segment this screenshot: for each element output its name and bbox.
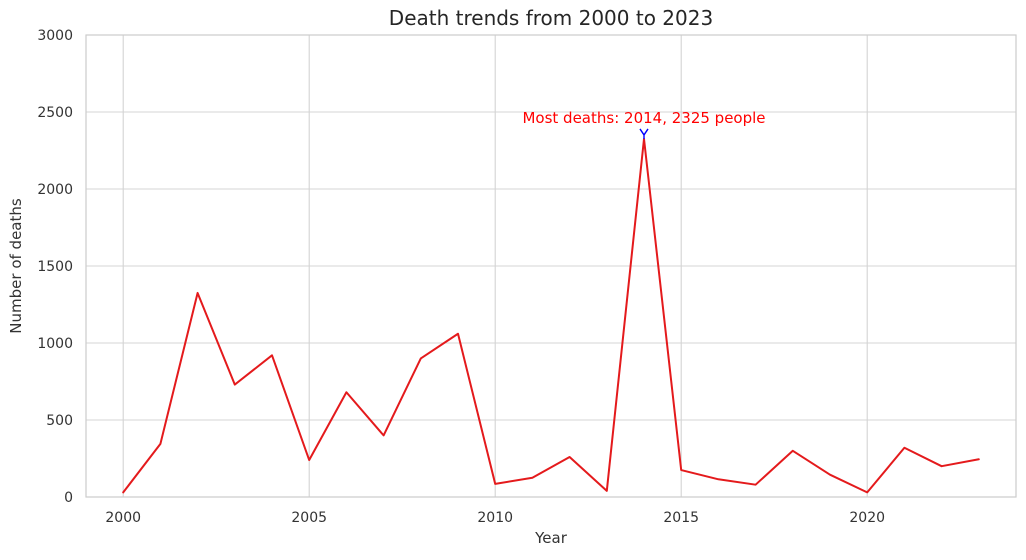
- data-point-2003: [233, 382, 237, 386]
- x-tick-label-2005: 2005: [291, 510, 327, 526]
- data-point-2011: [530, 476, 534, 480]
- data-point-2017: [753, 482, 757, 486]
- data-point-2013: [605, 489, 609, 493]
- peak-annotation-label: Most deaths: 2014, 2325 people: [522, 109, 765, 127]
- plot-frame: [85, 34, 1017, 498]
- data-point-2002: [195, 291, 199, 295]
- tick-labels: 2000 2005 2010 2015 2020 0 500 1000 1500 2000 2500…: [37, 28, 885, 526]
- data-point-2004: [270, 353, 274, 357]
- y-axis-title: Number of deaths: [7, 198, 25, 334]
- data-point-2020: [865, 490, 869, 494]
- data-point-2008: [419, 356, 423, 360]
- data-point-2012: [567, 455, 571, 459]
- chart-title: Death trends from 2000 to 2023: [389, 6, 713, 30]
- data-point-2010: [493, 482, 497, 486]
- data-point-2000: [121, 490, 125, 494]
- y-tick-label-3000: 3000: [37, 28, 73, 44]
- x-tick-label-2020: 2020: [849, 510, 885, 526]
- y-tick-label-1500: 1500: [37, 259, 73, 275]
- y-tick-label-2000: 2000: [37, 182, 73, 198]
- y-tick-label-1000: 1000: [37, 336, 73, 352]
- series-layer: [121, 137, 981, 494]
- annotation-layer: Most deaths: 2014, 2325 people: [522, 109, 766, 139]
- data-point-2019: [828, 472, 832, 476]
- data-point-2005: [307, 458, 311, 462]
- data-point-2009: [456, 332, 460, 336]
- data-point-2022: [939, 464, 943, 468]
- x-tick-label-2015: 2015: [663, 510, 699, 526]
- data-point-2023: [977, 457, 981, 461]
- y-tick-label-500: 500: [46, 413, 73, 429]
- data-point-2007: [381, 433, 385, 437]
- x-axis-title: Year: [534, 529, 568, 547]
- x-tick-label-2000: 2000: [105, 510, 141, 526]
- data-point-2015: [679, 468, 683, 472]
- data-point-2006: [344, 390, 348, 394]
- peak-marker: [639, 128, 649, 139]
- x-tick-label-2010: 2010: [477, 510, 513, 526]
- data-point-2021: [902, 446, 906, 450]
- series-line-0: [122, 137, 980, 494]
- grid: [86, 34, 1016, 498]
- y-tick-label-0: 0: [64, 490, 73, 506]
- data-point-2001: [158, 442, 162, 446]
- y-tick-label-2500: 2500: [37, 105, 73, 121]
- data-point-2018: [791, 449, 795, 453]
- data-point-2016: [716, 477, 720, 481]
